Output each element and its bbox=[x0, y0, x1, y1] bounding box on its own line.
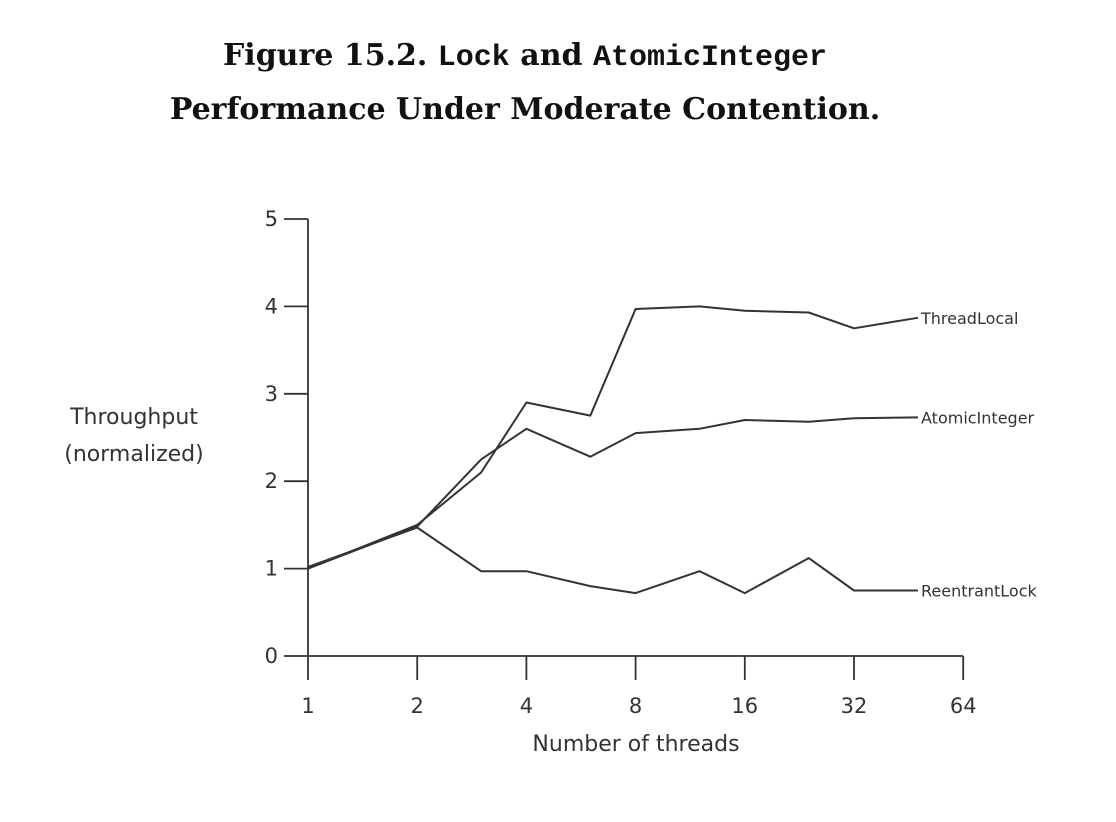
y-tick-label-3: 3 bbox=[265, 382, 278, 406]
x-tick-label-16: 16 bbox=[731, 694, 758, 718]
chart-series-lines: ThreadLocal AtomicInteger ReentrantLock bbox=[307, 305, 1038, 600]
caption-line-2: Performance Under Moderate Contention. bbox=[169, 92, 881, 127]
series-label-reentrantlock: ReentrantLock bbox=[921, 581, 1038, 600]
x-tick-label-8: 8 bbox=[629, 694, 642, 718]
caption-and: and bbox=[520, 38, 583, 73]
series-line-threadlocal bbox=[307, 305, 919, 570]
caption-code-atomicinteger: AtomicInteger bbox=[592, 41, 827, 75]
y-axis-label-line-2: (normalized) bbox=[64, 442, 203, 467]
x-tick-label-2: 2 bbox=[411, 694, 424, 718]
chart-axes: 0 1 2 3 4 5 1 2 4 8 16 32 64 bbox=[265, 207, 977, 718]
x-tick-label-32: 32 bbox=[841, 694, 868, 718]
figure-caption: Figure 15.2. Lock and AtomicInteger Perf… bbox=[0, 30, 1050, 136]
y-axis-label-line-1: Throughput bbox=[69, 405, 198, 430]
x-tick-label-64: 64 bbox=[950, 694, 977, 718]
caption-line-1: Figure 15.2. Lock and AtomicInteger bbox=[0, 30, 1050, 84]
series-line-reentrantlock bbox=[307, 526, 918, 595]
x-axis-label: Number of threads bbox=[532, 732, 739, 757]
series-label-atomicinteger: AtomicInteger bbox=[921, 408, 1035, 427]
series-line-atomicinteger bbox=[307, 416, 918, 570]
y-tick-label-5: 5 bbox=[265, 207, 278, 231]
y-tick-label-2: 2 bbox=[265, 469, 278, 493]
series-label-threadlocal: ThreadLocal bbox=[920, 309, 1018, 328]
x-tick-label-1: 1 bbox=[301, 694, 314, 718]
x-tick-label-4: 4 bbox=[520, 694, 533, 718]
y-tick-label-4: 4 bbox=[265, 294, 278, 318]
y-tick-label-1: 1 bbox=[265, 557, 278, 581]
y-tick-label-0: 0 bbox=[265, 644, 278, 668]
caption-code-lock: Lock bbox=[437, 41, 510, 75]
figure-number: Figure 15.2. bbox=[223, 38, 428, 73]
